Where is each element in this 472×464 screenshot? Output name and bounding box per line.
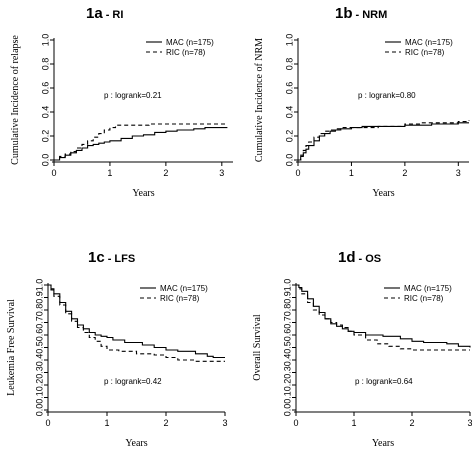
panel-title-subtitle: - RI [106, 9, 124, 21]
y-tick-label: 1.0 [284, 34, 294, 47]
series-line-ric [54, 123, 228, 161]
y-tick-label: 1.0 [282, 279, 292, 292]
panel-title-subtitle: - OS [359, 253, 382, 265]
logrank-annotation: p : logrank=0.64 [355, 377, 413, 386]
legend-entry: RIC (n=78) [160, 294, 200, 303]
panel-title-number: 1c [88, 249, 105, 266]
x-tick-label: 1 [104, 418, 109, 428]
legend-entry: MAC (n=175) [160, 284, 208, 293]
series-line-ric [298, 120, 470, 161]
panel-title-number: 1b [335, 5, 353, 22]
panel-1b: 1b - NRM 0.0 0.2 0.4 0.6 0.8 1.0 0 1 2 3 Years Cumula… [254, 5, 470, 199]
y-tick-label: 0.0 [34, 404, 44, 417]
y-tick-label: 0.5 [34, 341, 44, 354]
legend-entry: RIC (n=78) [405, 48, 445, 57]
y-tick-label: 0.3 [34, 366, 44, 379]
y-tick-label: 0.1 [34, 391, 44, 404]
y-axis-label: Cumulative Incidence of relapse [10, 35, 21, 165]
series-line-mac [48, 284, 225, 359]
x-tick-label: 2 [402, 168, 407, 178]
logrank-annotation: p : logrank=0.21 [104, 91, 162, 100]
y-tick-label: 0.2 [282, 379, 292, 392]
y-tick-label: 0.5 [282, 341, 292, 354]
panel-title-number: 1d [338, 249, 356, 266]
x-tick-label: 0 [51, 168, 56, 178]
logrank-annotation: p : logrank=0.80 [358, 91, 416, 100]
panel-title: 1b - NRM [335, 5, 387, 22]
y-tick-label: 0.6 [282, 329, 292, 342]
y-tick-label: 0.0 [40, 154, 50, 167]
y-tick-label: 0.9 [34, 291, 44, 304]
panel-title-number: 1a [86, 5, 103, 22]
panel-title: 1c - LFS [88, 249, 135, 266]
y-tick-label: 0.2 [34, 379, 44, 392]
x-tick-label: 2 [163, 168, 168, 178]
x-axis-label: Years [125, 438, 147, 449]
legend-entry: RIC (n=78) [404, 294, 444, 303]
y-tick-label: 0.4 [34, 354, 44, 367]
x-tick-label: 0 [293, 418, 298, 428]
legend-entry: MAC (n=175) [166, 38, 214, 47]
panel-title: 1a - RI [86, 5, 123, 22]
x-tick-label: 2 [163, 418, 168, 428]
y-tick-label: 0.4 [282, 354, 292, 367]
y-tick-label: 0.3 [282, 366, 292, 379]
logrank-annotation: p : logrank=0.42 [104, 377, 162, 386]
y-axis-label: Leukemia Free Survival [6, 299, 17, 396]
panel-title-subtitle: - LFS [108, 253, 136, 265]
y-tick-label: 0.2 [40, 130, 50, 143]
series-line-mac [298, 122, 469, 161]
panel-1c: 1c - LFS 0.00.10.20.30.40.50.60.70.80.91.0… [6, 249, 228, 449]
x-tick-label: 0 [295, 168, 300, 178]
series-line-ric [48, 284, 225, 362]
y-tick-label: 0.9 [282, 291, 292, 304]
y-tick-label: 1.0 [40, 34, 50, 47]
series-line-mac [54, 127, 228, 161]
x-tick-label: 3 [467, 418, 472, 428]
y-tick-label: 1.0 [34, 279, 44, 292]
legend-entry: MAC (n=175) [405, 38, 453, 47]
x-axis-label: Years [132, 188, 154, 199]
x-tick-label: 0 [45, 418, 50, 428]
series-line-mac [296, 284, 471, 348]
y-tick-label: 0.7 [282, 316, 292, 329]
legend-entry: MAC (n=175) [404, 284, 452, 293]
x-axis-label: Years [372, 188, 394, 199]
y-axis-label: Overall Survival [252, 314, 263, 381]
x-tick-label: 3 [219, 168, 224, 178]
x-tick-label: 2 [409, 418, 414, 428]
x-tick-label: 1 [351, 418, 356, 428]
panel-title-subtitle: - NRM [356, 9, 388, 21]
y-tick-label: 0.0 [282, 404, 292, 417]
x-tick-label: 1 [107, 168, 112, 178]
x-tick-label: 3 [456, 168, 461, 178]
y-tick-label: 0.4 [40, 106, 50, 119]
x-tick-label: 1 [349, 168, 354, 178]
y-tick-label: 0.4 [284, 106, 294, 119]
y-tick-label: 0.8 [34, 304, 44, 317]
series-line-ric [296, 284, 470, 351]
legend-entry: RIC (n=78) [166, 48, 206, 57]
y-tick-label: 0.8 [40, 58, 50, 71]
panel-1d: 1d - OS 0.00.10.20.30.40.50.60.70.80.91.0 0… [252, 249, 472, 449]
y-tick-label: 0.6 [284, 82, 294, 95]
panel-title: 1d - OS [338, 249, 381, 266]
y-tick-label: 0.8 [282, 304, 292, 317]
x-tick-label: 3 [222, 418, 227, 428]
y-tick-label: 0.0 [284, 154, 294, 167]
y-axis-label: Cumulative Incidence of NRM [254, 38, 265, 162]
y-tick-label: 0.6 [34, 329, 44, 342]
panel-1a: 1a - RI 0.0 0.2 0.4 0.6 0.8 1.0 0 1 2 3 Years Cumulat… [10, 5, 233, 199]
y-tick-label: 0.1 [282, 391, 292, 404]
y-tick-label: 0.2 [284, 130, 294, 143]
y-tick-label: 0.7 [34, 316, 44, 329]
y-tick-label: 0.6 [40, 82, 50, 95]
x-axis-label: Years [372, 438, 394, 449]
y-tick-label: 0.8 [284, 58, 294, 71]
